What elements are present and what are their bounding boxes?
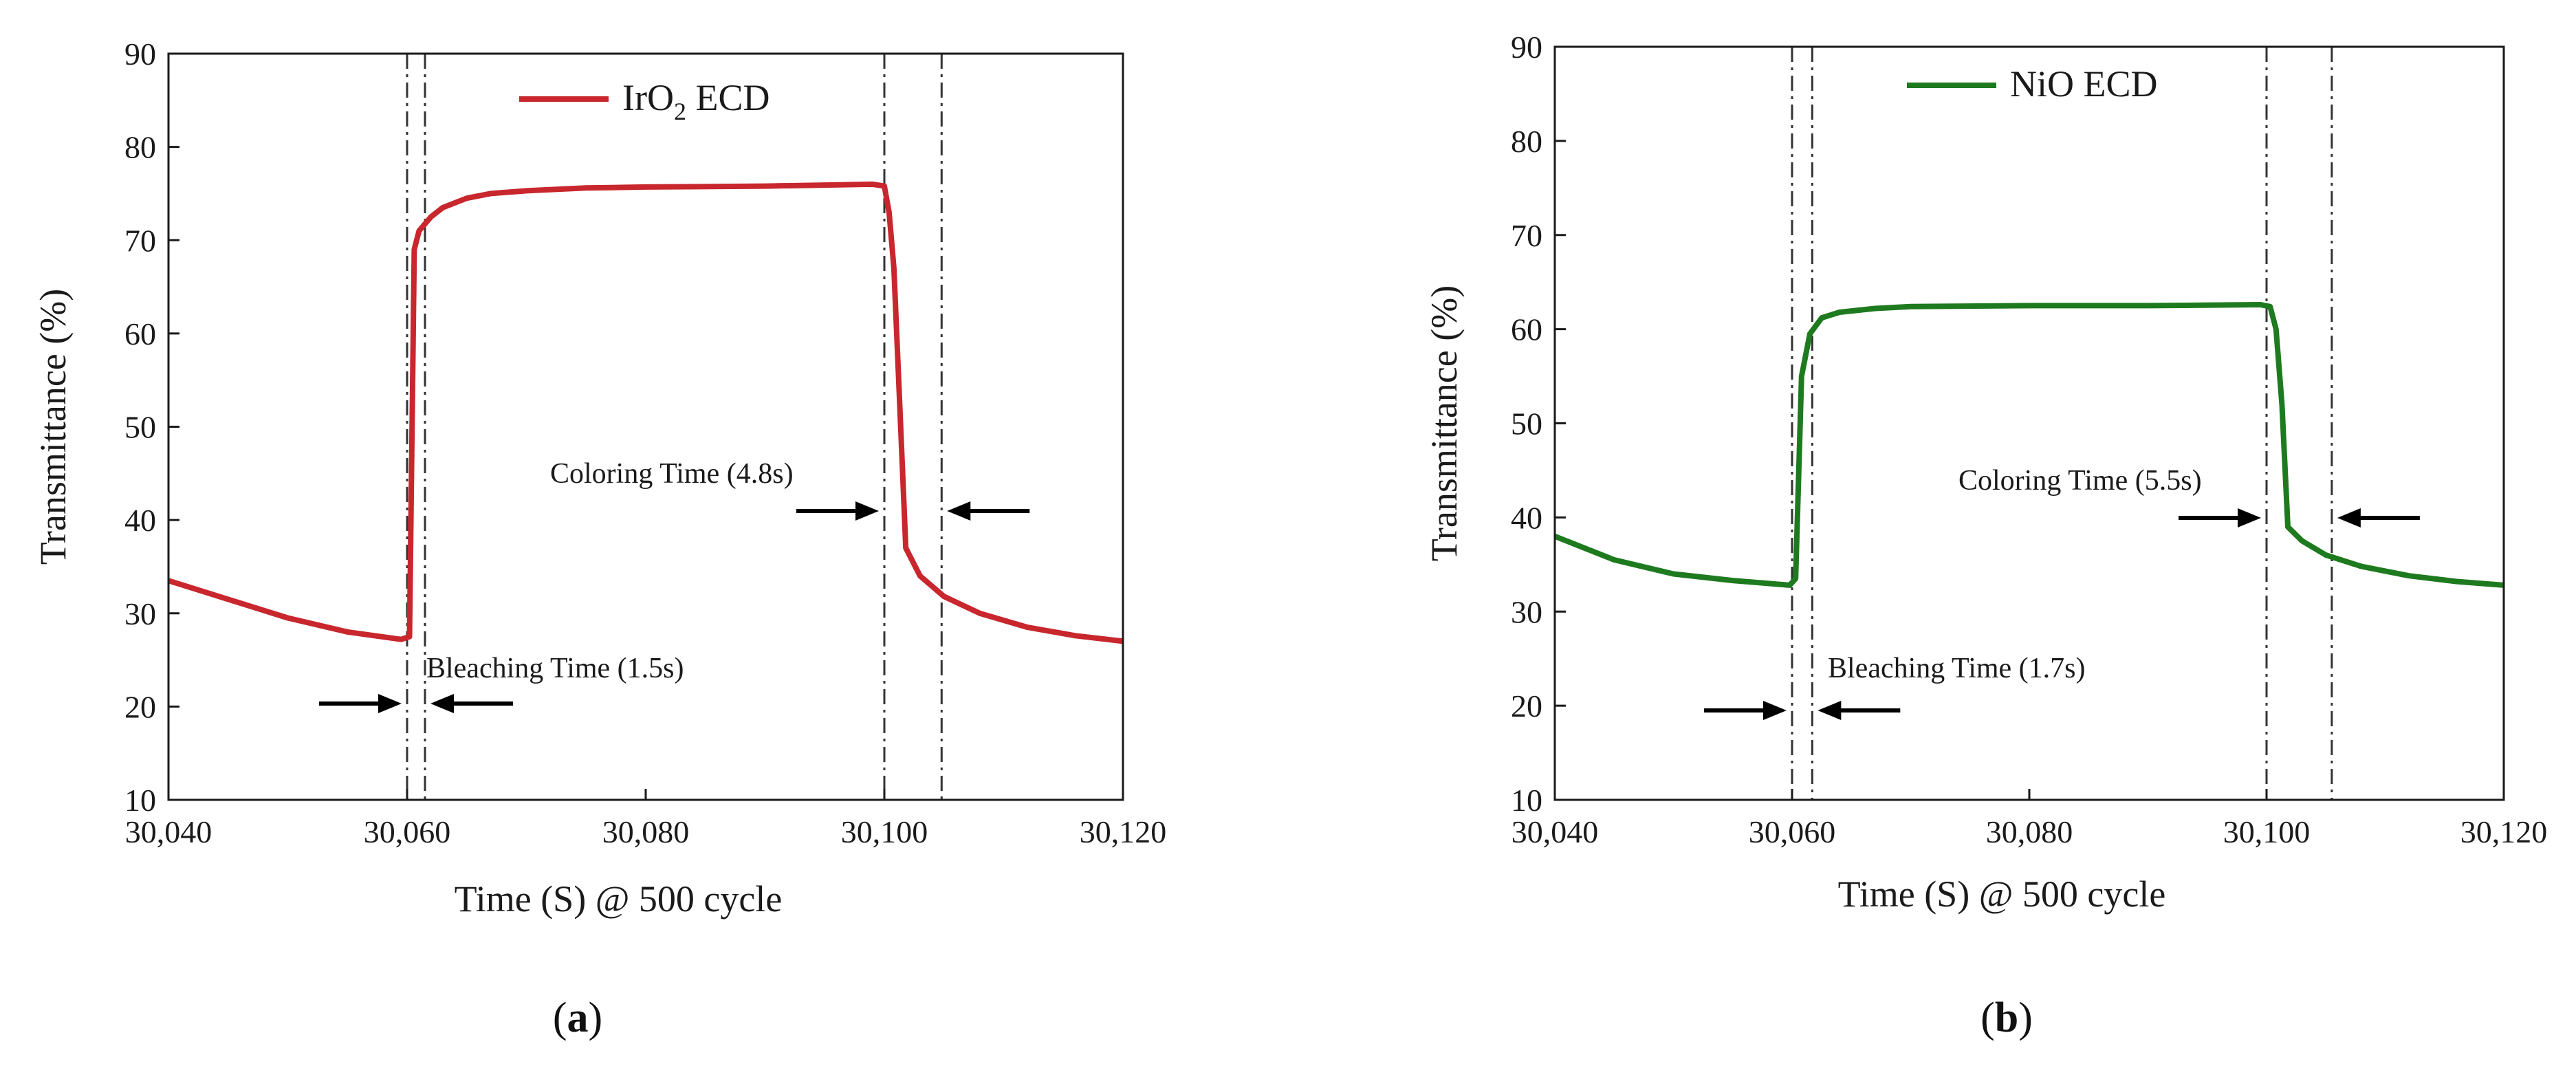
- y-tick-label: 50: [124, 410, 156, 445]
- series-line-iro2: [167, 181, 1124, 644]
- annotation-arrowhead: [1818, 701, 1842, 720]
- x-axis-title: Time (S) @ 500 cycle: [455, 878, 783, 920]
- y-tick-label: 60: [124, 316, 156, 351]
- y-tick-label: 10: [1511, 783, 1542, 818]
- x-tick-label: 30,060: [364, 814, 451, 849]
- y-tick-label: 90: [1511, 30, 1542, 65]
- annotation-arrowhead: [2337, 508, 2361, 527]
- legend-label: NiO ECD: [2010, 63, 2158, 105]
- plot-frame: [1553, 45, 2505, 801]
- annotation-arrowhead: [378, 694, 402, 713]
- legend-label: IrO2 ECD: [622, 77, 769, 125]
- y-tick-label: 40: [124, 503, 156, 538]
- y-tick-label: 70: [124, 223, 156, 258]
- x-tick-label: 30,120: [1080, 814, 1167, 849]
- series-line-nio: [1553, 302, 2504, 588]
- coloring-time-label: Coloring Time (4.8s): [550, 458, 794, 490]
- y-tick-label: 10: [124, 783, 156, 818]
- legend: IrO2 ECD: [519, 77, 769, 125]
- x-axis-title: Time (S) @ 500 cycle: [1838, 873, 2166, 915]
- x-tick-label: 30,060: [1749, 814, 1836, 849]
- y-axis-title: Transmittance (%): [32, 289, 74, 565]
- y-tick-label: 70: [1511, 218, 1542, 253]
- y-tick-label: 30: [1511, 594, 1542, 629]
- y-tick-label: 80: [1511, 124, 1542, 159]
- x-tick-label: 30,040: [125, 814, 212, 849]
- chart-panel-b: 10 20 30 40 50 60 70 80 90 30,040 30,060 30,080 30,1…: [1288, 0, 2576, 1066]
- x-tick-label: 30,080: [602, 814, 690, 849]
- y-tick-label: 90: [124, 36, 156, 72]
- panel-label: a: [567, 994, 589, 1041]
- y-tick-label: 20: [124, 689, 156, 724]
- chart-svg-b: 10 20 30 40 50 60 70 80 90 30,040 30,060 30,080 30,1…: [1423, 30, 2548, 1041]
- coloring-time-label: Coloring Time (5.5s): [1958, 465, 2202, 497]
- x-tick-label: 30,100: [841, 814, 928, 849]
- panel-caption: (b): [1980, 994, 2033, 1041]
- bleaching-time-label: Bleaching Time (1.7s): [1828, 653, 2086, 684]
- y-tick-label: 60: [1511, 312, 1542, 347]
- chart-panel-a: 10 20 30 40 50 60 70 80 90 30,040 30,060 30,080 30,1…: [32, 36, 1167, 1041]
- y-tick-label: 50: [1511, 406, 1542, 442]
- y-tick-label: 40: [1511, 500, 1542, 535]
- y-tick-label: 20: [1511, 688, 1542, 724]
- x-tick-label: 30,080: [1986, 814, 2073, 849]
- bleaching-time-label: Bleaching Time (1.5s): [426, 653, 684, 684]
- y-tick-label: 80: [124, 130, 156, 165]
- plot-frame: [167, 52, 1124, 801]
- panel-caption: (a): [553, 994, 602, 1041]
- annotation-arrowhead: [855, 501, 879, 521]
- annotation-arrowhead: [1763, 701, 1787, 720]
- legend: NiO ECD: [1907, 63, 2158, 105]
- annotation-arrowhead: [947, 501, 971, 521]
- y-axis-title: Transmittance (%): [1423, 285, 1465, 561]
- chart-svg-a: 10 20 30 40 50 60 70 80 90 30,040 30,060 30,080 30,1…: [32, 36, 1167, 1041]
- x-tick-label: 30,120: [2460, 814, 2548, 849]
- y-tick-label: 30: [124, 596, 156, 631]
- annotation-arrowhead: [430, 694, 455, 713]
- x-tick-label: 30,100: [2223, 814, 2311, 849]
- x-tick-label: 30,040: [1511, 814, 1599, 849]
- annotation-arrowhead: [2238, 508, 2261, 527]
- panel-label: b: [1995, 994, 2018, 1041]
